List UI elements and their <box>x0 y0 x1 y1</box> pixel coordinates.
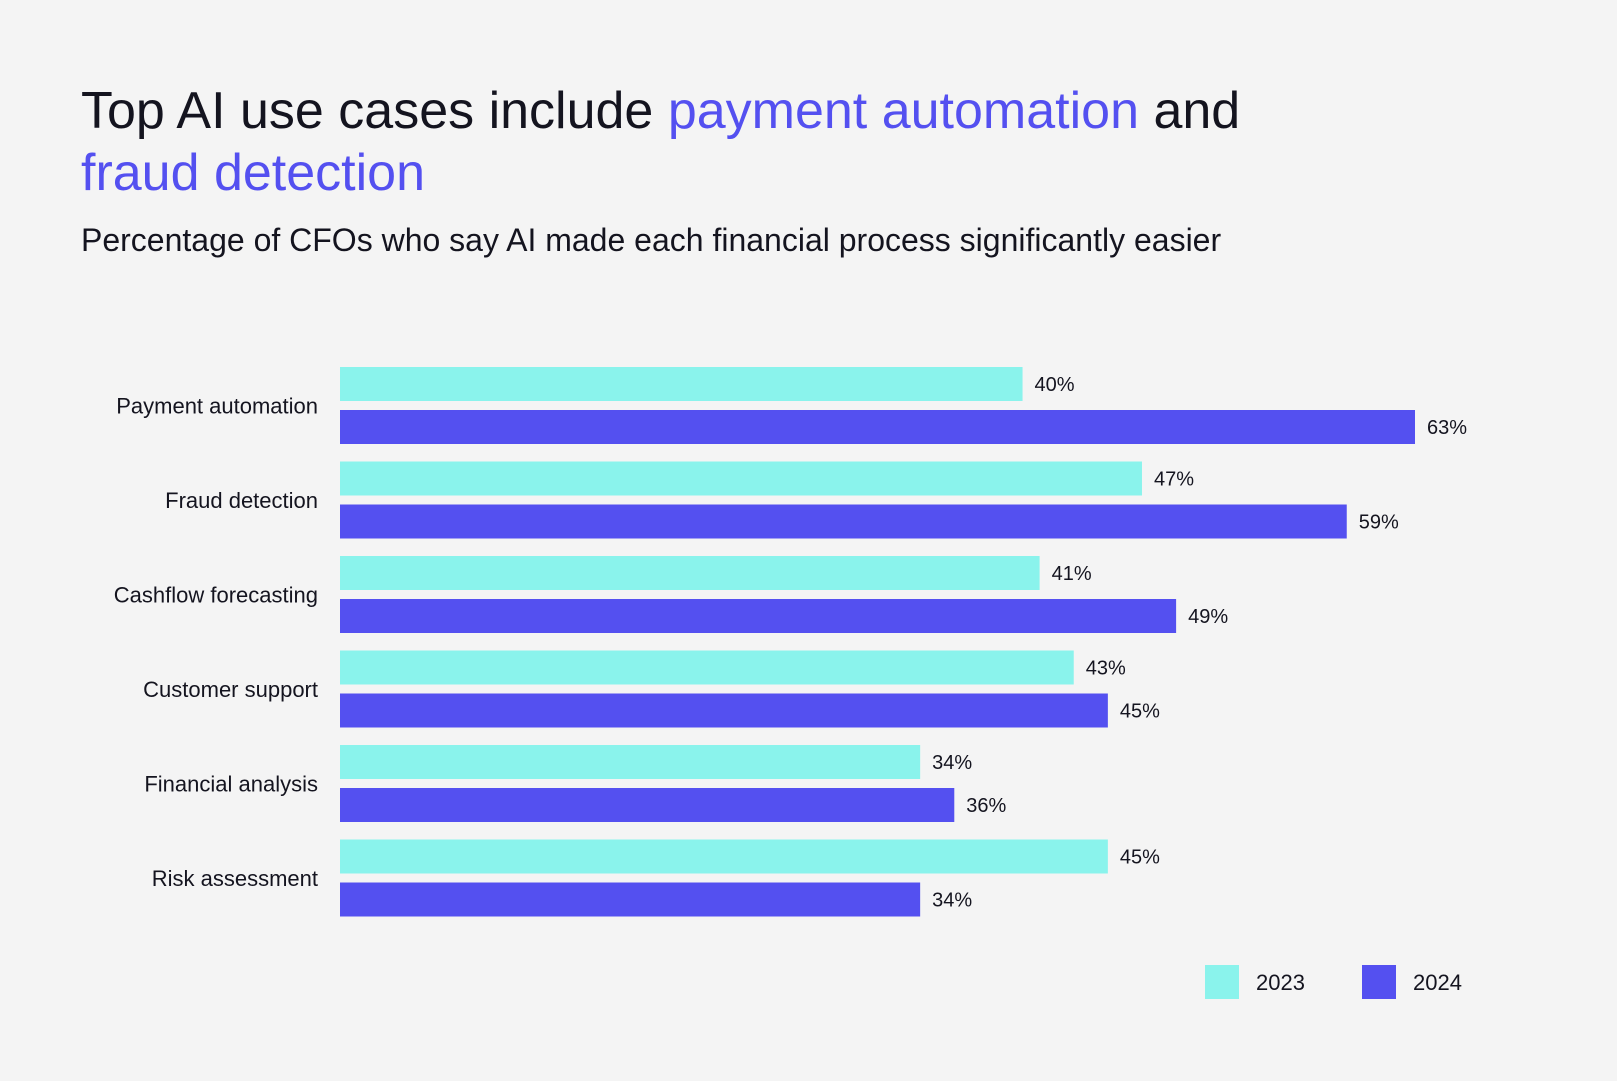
legend-label-2024: 2024 <box>1413 970 1462 995</box>
value-label-financial-analysis-2023: 34% <box>932 752 972 774</box>
chart-title: Top AI use cases include payment automat… <box>81 80 1481 204</box>
bar-fraud-detection-2024 <box>340 504 1347 539</box>
value-label-fraud-detection-2023: 47% <box>1154 469 1194 491</box>
value-label-fraud-detection-2024: 59% <box>1359 512 1399 534</box>
value-label-cashflow-forecasting-2024: 49% <box>1188 606 1228 628</box>
bar-financial-analysis-2024 <box>340 788 955 822</box>
value-label-customer-support-2023: 43% <box>1086 658 1126 680</box>
legend-swatch-2023 <box>1205 965 1239 999</box>
category-label-risk-assessment: Risk assessment <box>152 866 318 891</box>
category-label-payment-automation: Payment automation <box>116 394 318 419</box>
bar-fraud-detection-2023 <box>340 461 1142 496</box>
value-label-financial-analysis-2024: 36% <box>966 795 1006 817</box>
title-highlight-1: payment automation <box>667 82 1139 140</box>
bar-customer-support-2024 <box>340 693 1108 728</box>
bar-payment-automation-2023 <box>340 367 1023 401</box>
bar-risk-assessment-2024 <box>340 882 921 917</box>
value-label-cashflow-forecasting-2023: 41% <box>1052 563 1092 585</box>
legend-swatch-2024 <box>1362 965 1396 999</box>
category-label-cashflow-forecasting: Cashflow forecasting <box>114 583 318 608</box>
chart-subtitle: Percentage of CFOs who say AI made each … <box>81 222 1222 258</box>
bar-customer-support-2023 <box>340 650 1074 685</box>
value-label-risk-assessment-2024: 34% <box>932 890 972 912</box>
title-part-1: Top AI use cases include <box>81 82 668 140</box>
value-label-payment-automation-2023: 40% <box>1035 374 1075 396</box>
title-part-2: and <box>1139 82 1241 140</box>
bar-cashflow-forecasting-2023 <box>340 556 1040 590</box>
category-label-fraud-detection: Fraud detection <box>165 488 318 513</box>
value-label-customer-support-2024: 45% <box>1120 701 1160 723</box>
legend-label-2023: 2023 <box>1256 970 1305 995</box>
category-label-customer-support: Customer support <box>143 677 318 702</box>
title-highlight-2: fraud detection <box>81 144 426 202</box>
bar-payment-automation-2024 <box>340 410 1415 444</box>
value-label-payment-automation-2024: 63% <box>1427 417 1467 439</box>
value-label-risk-assessment-2023: 45% <box>1120 847 1160 869</box>
category-label-financial-analysis: Financial analysis <box>144 772 318 797</box>
bar-financial-analysis-2023 <box>340 745 921 779</box>
bar-risk-assessment-2023 <box>340 839 1108 874</box>
bar-cashflow-forecasting-2024 <box>340 599 1177 633</box>
